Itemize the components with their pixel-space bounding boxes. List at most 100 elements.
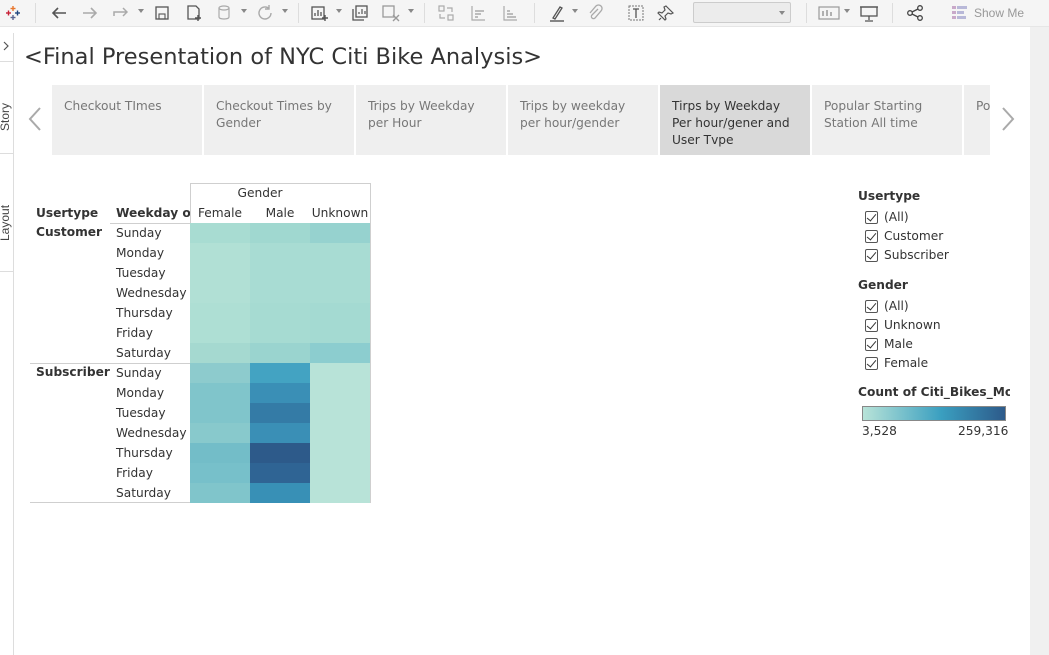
heatmap-cell-customer-sunday-unknown[interactable]	[310, 223, 370, 243]
filter-gender-all[interactable]: (All)	[865, 298, 909, 314]
row-label-customer-thursday[interactable]: Thursday	[116, 306, 173, 320]
duplicate-icon[interactable]	[350, 2, 370, 24]
row-label-subscriber-saturday[interactable]: Saturday	[116, 486, 171, 500]
new-worksheet-icon[interactable]	[309, 2, 331, 24]
heatmap-cell-customer-monday-female[interactable]	[190, 243, 250, 263]
heatmap-cell-customer-friday-unknown[interactable]	[310, 323, 370, 343]
chevron-right-icon[interactable]	[2, 41, 10, 54]
heatmap-cell-customer-wednesday-unknown[interactable]	[310, 283, 370, 303]
chevron-down-icon[interactable]	[336, 9, 342, 13]
heatmap-cell-subscriber-monday-female[interactable]	[190, 383, 250, 403]
heatmap-cell-subscriber-sunday-female[interactable]	[190, 363, 250, 383]
show-cards-icon[interactable]	[817, 2, 841, 24]
heatmap-cell-customer-saturday-unknown[interactable]	[310, 343, 370, 363]
undo-icon[interactable]	[49, 2, 69, 24]
column-header-female[interactable]: Female	[197, 206, 243, 220]
chevron-down-icon[interactable]	[779, 11, 785, 15]
filter-gender-unknown[interactable]: Unknown	[865, 317, 941, 333]
row-label-customer-sunday[interactable]: Sunday	[116, 226, 162, 240]
heatmap-cell-subscriber-monday-male[interactable]	[250, 383, 310, 403]
row-header-usertype[interactable]: Usertype	[36, 206, 99, 220]
group-label-subscriber[interactable]: Subscriber	[36, 365, 110, 379]
replay-icon[interactable]	[110, 2, 132, 24]
heatmap-cell-subscriber-sunday-male[interactable]	[250, 363, 310, 383]
story-point-checkout-times-by-gender[interactable]: Checkout Times by Gender	[204, 85, 354, 155]
refresh-icon[interactable]	[255, 2, 275, 24]
heatmap-cell-subscriber-wednesday-male[interactable]	[250, 423, 310, 443]
pause-updates-icon[interactable]	[216, 2, 234, 24]
heatmap-cell-subscriber-saturday-unknown[interactable]	[310, 483, 370, 503]
tableau-logo-icon[interactable]	[4, 2, 22, 24]
heatmap-cell-customer-thursday-unknown[interactable]	[310, 303, 370, 323]
column-header-male[interactable]: Male	[265, 206, 295, 220]
heatmap-cell-customer-sunday-female[interactable]	[190, 223, 250, 243]
story-point-trips-by-weekday-per-hour[interactable]: Trips by Weekday per Hour	[356, 85, 506, 155]
checkbox-checked-icon[interactable]	[865, 356, 878, 370]
fit-dropdown[interactable]	[693, 2, 791, 23]
heatmap-cell-customer-saturday-male[interactable]	[250, 343, 310, 363]
heatmap-cell-subscriber-tuesday-female[interactable]	[190, 403, 250, 423]
share-icon[interactable]	[905, 2, 925, 24]
group-label-customer[interactable]: Customer	[36, 225, 103, 239]
story-point-checkout-times[interactable]: Checkout TImes	[52, 85, 202, 155]
heatmap-cell-customer-monday-male[interactable]	[250, 243, 310, 263]
heatmap-cell-subscriber-friday-unknown[interactable]	[310, 463, 370, 483]
filter-usertype-all[interactable]: (All)	[865, 209, 909, 225]
heatmap-cell-subscriber-friday-male[interactable]	[250, 463, 310, 483]
heatmap-cell-subscriber-thursday-unknown[interactable]	[310, 443, 370, 463]
checkbox-checked-icon[interactable]	[865, 299, 878, 313]
heatmap-cell-customer-thursday-female[interactable]	[190, 303, 250, 323]
heatmap-cell-customer-wednesday-male[interactable]	[250, 283, 310, 303]
sort-ascending-icon[interactable]	[468, 2, 488, 24]
redo-icon[interactable]	[80, 2, 100, 24]
label-icon[interactable]	[626, 2, 646, 24]
heatmap-cell-subscriber-monday-unknown[interactable]	[310, 383, 370, 403]
chevron-down-icon[interactable]	[138, 9, 144, 13]
checkbox-checked-icon[interactable]	[865, 337, 878, 351]
story-point-trips-by-weekday-user-type[interactable]: Tirps by Weekday Per hour/gener and User…	[660, 85, 810, 155]
highlight-icon[interactable]	[547, 2, 567, 24]
save-icon[interactable]	[153, 2, 171, 24]
heatmap-cell-customer-wednesday-female[interactable]	[190, 283, 250, 303]
heatmap-cell-subscriber-saturday-female[interactable]	[190, 483, 250, 503]
filter-gender-female[interactable]: Female	[865, 355, 928, 371]
previous-story-point-button[interactable]	[24, 104, 46, 134]
clear-icon[interactable]	[380, 2, 402, 24]
checkbox-checked-icon[interactable]	[865, 210, 878, 224]
row-label-customer-wednesday[interactable]: Wednesday	[116, 286, 187, 300]
heatmap-cell-customer-friday-female[interactable]	[190, 323, 250, 343]
row-header-weekday[interactable]: Weekday of..	[116, 206, 190, 220]
heatmap-cell-subscriber-wednesday-unknown[interactable]	[310, 423, 370, 443]
show-me-button[interactable]: Show Me	[952, 3, 1024, 23]
heatmap-cell-customer-saturday-female[interactable]	[190, 343, 250, 363]
heatmap-cell-subscriber-tuesday-male[interactable]	[250, 403, 310, 423]
heatmap-cell-customer-tuesday-female[interactable]	[190, 263, 250, 283]
chevron-down-icon[interactable]	[241, 9, 247, 13]
story-point-popular-starting-station[interactable]: Popular Starting Station All time	[812, 85, 962, 155]
heatmap-cell-customer-monday-unknown[interactable]	[310, 243, 370, 263]
row-label-subscriber-wednesday[interactable]: Wednesday	[116, 426, 187, 440]
row-label-subscriber-tuesday[interactable]: Tuesday	[116, 406, 166, 420]
column-header-unknown[interactable]: Unknown	[311, 206, 369, 220]
heatmap-cell-customer-thursday-male[interactable]	[250, 303, 310, 323]
checkbox-checked-icon[interactable]	[865, 248, 878, 262]
filter-gender-male[interactable]: Male	[865, 336, 913, 352]
chevron-down-icon[interactable]	[572, 9, 578, 13]
swap-icon[interactable]	[436, 2, 456, 24]
heatmap-cell-customer-friday-male[interactable]	[250, 323, 310, 343]
heatmap-cell-customer-sunday-male[interactable]	[250, 223, 310, 243]
row-label-subscriber-thursday[interactable]: Thursday	[116, 446, 173, 460]
row-label-customer-friday[interactable]: Friday	[116, 326, 153, 340]
checkbox-checked-icon[interactable]	[865, 318, 878, 332]
heatmap-cell-subscriber-thursday-female[interactable]	[190, 443, 250, 463]
story-point-popular-starting-station-2[interactable]: Popular Starting Sta	[964, 85, 990, 155]
row-label-subscriber-monday[interactable]: Monday	[116, 386, 165, 400]
heatmap-cell-subscriber-thursday-male[interactable]	[250, 443, 310, 463]
new-data-source-icon[interactable]	[184, 2, 204, 24]
heatmap-cell-customer-tuesday-male[interactable]	[250, 263, 310, 283]
chevron-down-icon[interactable]	[408, 9, 414, 13]
chevron-down-icon[interactable]	[282, 9, 288, 13]
heatmap-cell-subscriber-wednesday-female[interactable]	[190, 423, 250, 443]
sort-descending-icon[interactable]	[500, 2, 520, 24]
attach-icon[interactable]	[586, 2, 604, 24]
